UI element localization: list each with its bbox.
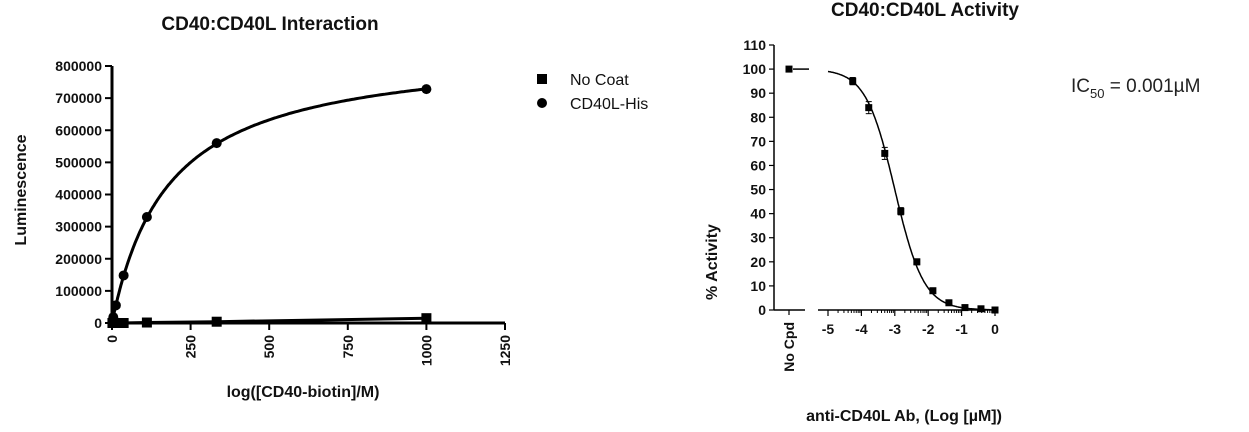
chart2-y-tick-label: 60 [750, 157, 766, 173]
legend-label-cd40l-his: CD40L-His [570, 96, 648, 113]
chart2-point-square [991, 306, 999, 314]
chart2-y-tick-label: 50 [750, 182, 766, 198]
chart1-x-tick-label: 1250 [497, 335, 513, 366]
chart1-fit-curves [110, 87, 427, 325]
ic50-annotation: IC50 = 0.001µM [1071, 76, 1200, 101]
chart1-point-circle [118, 270, 129, 281]
chart2-control-point [785, 65, 793, 73]
chart1-point-square [421, 313, 432, 324]
chart1-y-tick-label: 800000 [55, 58, 102, 74]
chart1-point-circle [421, 84, 432, 95]
ic50-unit: µM [1174, 76, 1201, 97]
chart1-fit-curve-1 [110, 87, 427, 322]
chart2-point-square [897, 207, 905, 215]
chart2-y-tick-label: 0 [758, 302, 766, 318]
chart2-point-square [865, 104, 873, 112]
chart1-point-circle [141, 211, 152, 222]
chart1-ylabel: Luminescence [13, 134, 30, 245]
chart2-y-tick-label: 10 [750, 278, 766, 294]
chart2-y-tick-label: 100 [743, 61, 767, 77]
chart1-x-tick-label: 1000 [418, 335, 434, 366]
chart1-point-square [211, 316, 222, 327]
chart2-x-tick-label: 0 [991, 321, 999, 337]
chart1-point-circle [108, 312, 119, 323]
chart2-point-square [849, 77, 857, 85]
chart2-x-tick-label: -2 [922, 321, 935, 337]
chart1-y-tick-label: 100000 [55, 283, 102, 299]
chart1-points [107, 84, 432, 328]
chart1-x-tick-label: 0 [104, 335, 120, 343]
chart2-fit-curve [793, 68, 996, 311]
chart1-y-tick-label: 600000 [55, 122, 102, 138]
legend-circle-marker [537, 98, 547, 108]
chart1-point-square [118, 318, 129, 328]
chart1-x-tick-label: 750 [340, 335, 356, 359]
chart2-points [785, 65, 999, 314]
chart2-title: CD40:CD40L Activity [831, 0, 1019, 21]
chart1-title: CD40:CD40L Interaction [161, 14, 378, 35]
chart2-y-tick-label: 110 [743, 37, 766, 53]
chart1-point-circle [110, 300, 121, 311]
chart1-y-tick-label: 500000 [55, 154, 102, 170]
ic50-subscript: 50 [1090, 86, 1104, 101]
chart1-x-tick-label: 250 [183, 335, 199, 359]
chart2-sigmoid-curve [827, 70, 996, 311]
chart1-xlabel: log([CD40-biotin]/M) [227, 384, 380, 401]
chart1-legend: No Coat CD40L-His [537, 72, 648, 113]
chart2-y-tick-label: 70 [750, 133, 766, 149]
chart2-y-tick-label: 30 [750, 230, 766, 246]
ic50-value: = 0.001 [1104, 76, 1173, 97]
legend-label-no-coat: No Coat [570, 72, 629, 89]
chart2-xlabel: anti-CD40L Ab, (Log [µM]) [806, 408, 1002, 425]
chart2-x-tick-label: -5 [822, 321, 835, 337]
chart1-point-circle [211, 138, 222, 149]
chart2-ticks: 0 10 20 30 40 50 60 70 80 90 100 110 No Cpd -5 -4 -3 -2 -… [743, 37, 999, 372]
chart1-y-tick-label: 0 [94, 315, 102, 331]
ic50-prefix: IC [1071, 76, 1090, 97]
chart2-y-tick-label: 20 [750, 254, 766, 270]
chart1-point-square [141, 317, 152, 328]
chart2-point-square [977, 305, 985, 313]
chart1-y-tick-label: 300000 [55, 219, 102, 235]
chart2-x-tick-label: -1 [955, 321, 968, 337]
chart2-control-label: No Cpd [781, 322, 797, 372]
chart1-x-tick-label: 500 [261, 335, 277, 359]
chart2-point-square [945, 299, 953, 307]
chart1-axes [110, 66, 505, 325]
chart1-ticks: 0 100000 200000 300000 400000 500000 600000 700… [55, 58, 513, 366]
chart2-axes [773, 45, 995, 311]
chart2-point-square [961, 304, 969, 312]
legend-square-marker [537, 74, 547, 84]
chart2-ylabel: % Activity [704, 224, 721, 300]
chart-interaction: CD40:CD40L Interaction Luminescence log(… [13, 14, 648, 401]
chart2-x-tick-label: -4 [855, 321, 868, 337]
chart2-y-tick-label: 80 [750, 109, 766, 125]
chart1-y-tick-label: 400000 [55, 187, 102, 203]
chart-activity: CD40:CD40L Activity % Activity anti-CD40… [704, 0, 1200, 425]
chart2-point-square [929, 287, 937, 295]
chart2-y-tick-label: 90 [750, 85, 766, 101]
chart1-y-tick-label: 700000 [55, 90, 102, 106]
chart2-point-square [913, 258, 921, 266]
chart2-x-tick-label: -3 [889, 321, 902, 337]
chart2-point-square [881, 149, 889, 157]
chart2-y-tick-label: 40 [750, 206, 766, 222]
chart1-y-tick-label: 200000 [55, 251, 102, 267]
